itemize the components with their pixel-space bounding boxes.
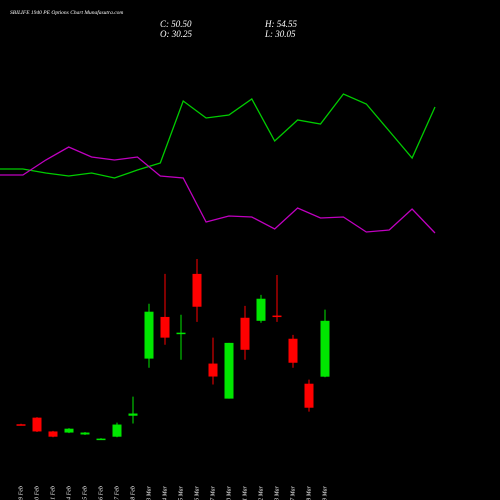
x-tick-label: 27 Feb xyxy=(114,486,120,500)
high-info: H: 54.55 xyxy=(264,19,297,29)
candle-body xyxy=(144,311,154,359)
candle-body xyxy=(304,383,314,408)
candle-body xyxy=(192,273,202,307)
candle-body xyxy=(64,428,74,433)
x-tick-label: 07 Mar xyxy=(210,485,216,500)
indicator-line xyxy=(0,93,436,179)
x-tick-label: 05 Mar xyxy=(178,485,184,500)
x-tick-label: 10 Mar xyxy=(226,485,232,500)
candle-body xyxy=(224,342,234,399)
candle-body xyxy=(208,363,218,377)
x-tick-label: 25 Feb xyxy=(82,486,88,500)
candle-body xyxy=(80,432,90,435)
candle-body xyxy=(160,316,170,338)
x-tick-label: 26 Feb xyxy=(98,486,104,500)
x-tick-label: 13 Mar xyxy=(274,485,280,500)
x-tick-label: 11 Mar xyxy=(242,485,248,500)
candle-body xyxy=(96,438,106,441)
x-tick-label: 24 Feb xyxy=(65,486,72,500)
candle-body xyxy=(256,298,266,321)
x-tick-label: 12 Mar xyxy=(258,485,264,500)
candle-body xyxy=(16,424,26,426)
x-tick-label: 04 Mar xyxy=(161,485,168,500)
candle-body xyxy=(32,417,42,432)
candle-body xyxy=(176,332,186,335)
x-tick-label: 17 Mar xyxy=(290,485,296,500)
x-tick-label: 21 Feb xyxy=(50,486,56,500)
close-info: C: 50.50 xyxy=(160,19,192,29)
x-tick-label: 19 Feb xyxy=(18,486,24,500)
candle-body xyxy=(288,338,298,363)
x-tick-label: 06 Mar xyxy=(194,485,200,500)
candle-body xyxy=(128,413,138,416)
candle-body xyxy=(48,431,58,437)
low-info: L: 30.05 xyxy=(264,29,296,39)
indicator-line xyxy=(0,146,436,234)
candle-body xyxy=(112,424,122,437)
candle-body xyxy=(320,320,330,377)
x-tick-label: 19 Mar xyxy=(322,485,328,500)
x-tick-label: 03 Mar xyxy=(146,485,152,500)
x-tick-label: 18 Mar xyxy=(306,485,312,500)
candle-body xyxy=(240,317,250,350)
x-tick-label: 28 Feb xyxy=(130,486,136,500)
open-info: O: 30.25 xyxy=(160,29,192,39)
x-tick-label: 20 Feb xyxy=(34,486,40,500)
candle-body xyxy=(272,315,282,318)
chart-title: SBILIFE 1940 PE Options Chart Munafasutr… xyxy=(10,9,123,16)
